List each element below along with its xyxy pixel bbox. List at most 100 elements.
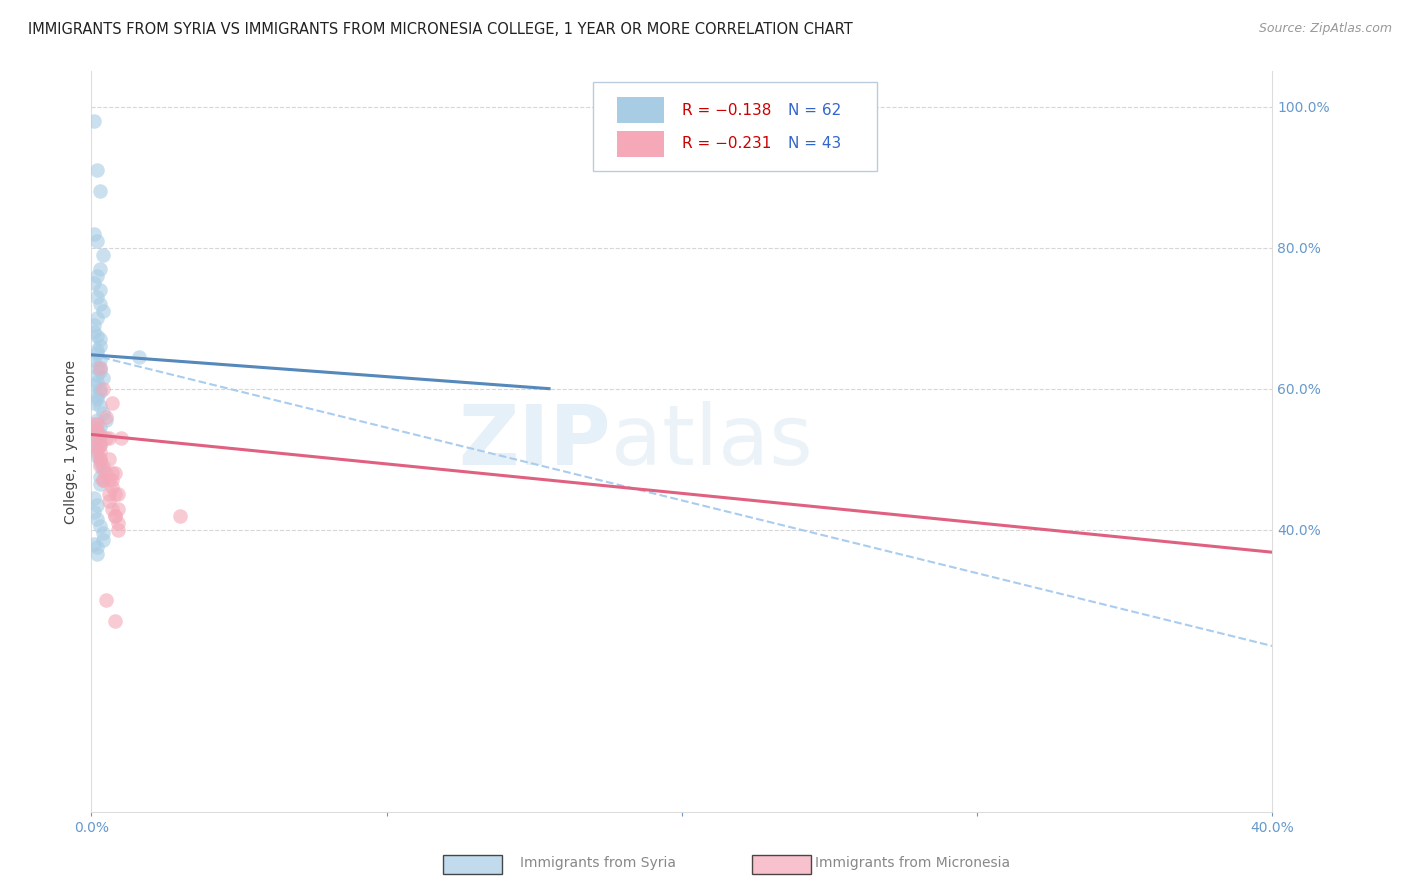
Point	[83, 491, 105, 505]
FancyBboxPatch shape	[617, 97, 664, 123]
Point	[86, 328, 108, 343]
Point	[96, 593, 118, 607]
Point	[83, 438, 105, 452]
Point	[86, 424, 108, 438]
Point	[86, 442, 108, 456]
Point	[98, 487, 121, 501]
Point	[89, 452, 111, 467]
Point	[91, 304, 114, 318]
Point	[96, 431, 118, 445]
Point	[91, 473, 114, 487]
Point	[86, 392, 108, 407]
Point	[91, 533, 114, 548]
Point	[169, 508, 191, 523]
Point	[107, 487, 129, 501]
Point	[89, 476, 111, 491]
Point	[89, 353, 111, 368]
Point	[89, 385, 111, 400]
Point	[96, 467, 118, 481]
Point	[83, 318, 105, 333]
Point	[83, 227, 105, 241]
Point	[89, 283, 111, 297]
Point	[83, 434, 105, 449]
Point	[86, 413, 108, 427]
Point	[91, 371, 114, 385]
Text: R = −0.138: R = −0.138	[682, 103, 772, 118]
Point	[83, 276, 105, 290]
Point	[98, 452, 121, 467]
Point	[89, 360, 111, 375]
Point	[89, 438, 111, 452]
Point	[83, 396, 105, 410]
Point	[89, 470, 111, 484]
Text: N = 62: N = 62	[789, 103, 841, 118]
Point	[101, 396, 124, 410]
Point	[86, 375, 108, 389]
Point	[89, 399, 111, 413]
Point	[86, 346, 108, 360]
Point	[91, 463, 114, 477]
Point	[104, 487, 127, 501]
Point	[104, 508, 127, 523]
Point	[101, 467, 124, 481]
Point	[101, 480, 124, 494]
Point	[86, 427, 108, 442]
Point	[98, 431, 121, 445]
Text: atlas: atlas	[612, 401, 813, 482]
Point	[89, 452, 111, 467]
Point	[86, 541, 108, 555]
Point	[86, 290, 108, 304]
Point	[86, 163, 108, 178]
Point	[86, 389, 108, 403]
Point	[89, 420, 111, 434]
Point	[101, 473, 124, 487]
Point	[89, 364, 111, 378]
Point	[96, 413, 118, 427]
Point	[128, 350, 150, 364]
Text: IMMIGRANTS FROM SYRIA VS IMMIGRANTS FROM MICRONESIA COLLEGE, 1 YEAR OR MORE CORR: IMMIGRANTS FROM SYRIA VS IMMIGRANTS FROM…	[28, 22, 853, 37]
Point	[104, 508, 127, 523]
Text: Immigrants from Syria: Immigrants from Syria	[520, 856, 676, 871]
Point	[86, 449, 108, 463]
Point	[89, 434, 111, 449]
Point	[91, 248, 114, 262]
Point	[89, 445, 111, 459]
Point	[83, 353, 105, 368]
Point	[89, 382, 111, 396]
Point	[96, 409, 118, 424]
FancyBboxPatch shape	[617, 130, 664, 156]
Point	[89, 459, 111, 474]
Point	[89, 360, 111, 375]
Point	[89, 427, 111, 442]
Point	[89, 519, 111, 533]
Point	[89, 332, 111, 346]
Point	[83, 113, 105, 128]
Point	[86, 343, 108, 357]
Point	[89, 297, 111, 311]
FancyBboxPatch shape	[593, 82, 877, 171]
Point	[86, 234, 108, 248]
Point	[83, 505, 105, 519]
Point	[86, 368, 108, 382]
Point	[86, 360, 108, 375]
Point	[89, 438, 111, 452]
Point	[83, 417, 105, 431]
Text: N = 43: N = 43	[789, 136, 841, 152]
Point	[86, 417, 108, 431]
Point	[89, 261, 111, 276]
Point	[86, 512, 108, 526]
Point	[98, 494, 121, 508]
Point	[110, 431, 132, 445]
Point	[86, 498, 108, 512]
Point	[83, 431, 105, 445]
Point	[91, 406, 114, 420]
Point	[107, 501, 129, 516]
Point	[86, 311, 108, 326]
Point	[98, 473, 121, 487]
Point	[89, 184, 111, 198]
Point	[86, 445, 108, 459]
Point	[101, 501, 124, 516]
Point	[89, 339, 111, 353]
Y-axis label: College, 1 year or more: College, 1 year or more	[65, 359, 79, 524]
Point	[91, 526, 114, 541]
